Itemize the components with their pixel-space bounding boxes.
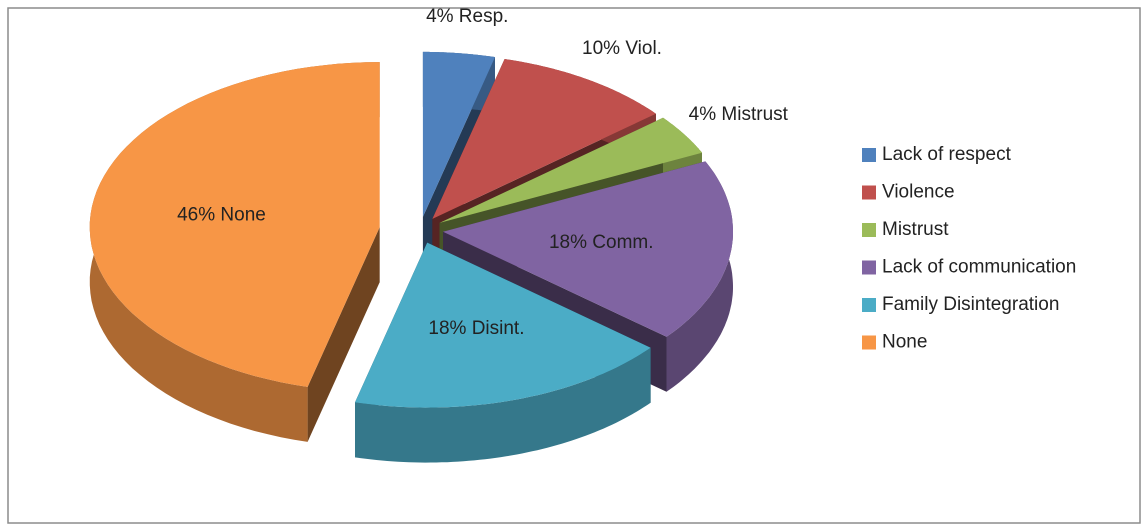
slice-top bbox=[443, 161, 733, 337]
pie-slice bbox=[89, 62, 380, 442]
pie-slice bbox=[355, 242, 651, 463]
slice-top bbox=[432, 59, 656, 219]
legend-label: Violence bbox=[882, 182, 955, 203]
data-label: 10% Viol. bbox=[582, 38, 662, 59]
slice-wall bbox=[355, 347, 651, 463]
legend-swatch bbox=[862, 298, 876, 312]
slice-top bbox=[422, 51, 495, 217]
legend-label: Mistrust bbox=[882, 219, 949, 240]
slice-top bbox=[439, 117, 702, 223]
data-label: 18% Disint. bbox=[428, 318, 524, 339]
legend-label: Family Disintegration bbox=[882, 294, 1059, 315]
legend-label: Lack of communication bbox=[882, 257, 1076, 278]
data-label: 4% Resp. bbox=[426, 6, 508, 27]
data-label: 4% Mistrust bbox=[689, 104, 789, 125]
slice-side bbox=[307, 227, 380, 442]
data-label: 18% Comm. bbox=[549, 232, 654, 253]
slice-top bbox=[89, 62, 380, 387]
legend-swatch bbox=[862, 260, 876, 275]
legend-swatch bbox=[862, 148, 876, 162]
legend-label: None bbox=[882, 332, 927, 353]
data-label: 46% None bbox=[177, 205, 266, 226]
legend-swatch bbox=[862, 335, 876, 350]
legend-label: Lack of respect bbox=[882, 144, 1012, 165]
legend-swatch bbox=[862, 223, 876, 237]
legend-swatch bbox=[862, 185, 876, 200]
slice-top bbox=[355, 242, 651, 408]
